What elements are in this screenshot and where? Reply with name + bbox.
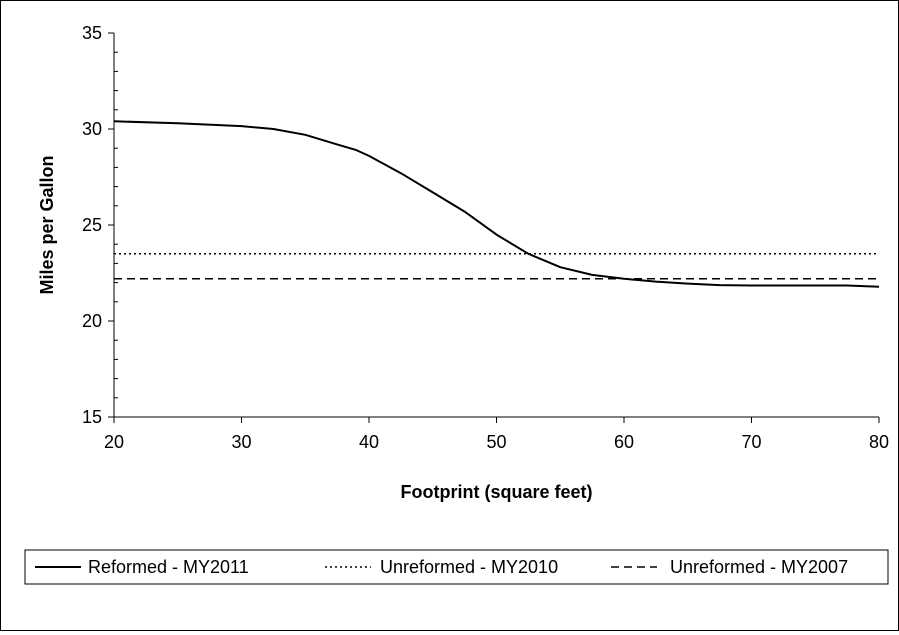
x-tick-label: 60 <box>614 432 634 452</box>
series-layer <box>113 120 880 288</box>
y-tick-label: 35 <box>82 23 102 43</box>
x-tick-label: 40 <box>359 432 379 452</box>
y-tick-label: 20 <box>82 311 102 331</box>
y-tick-label: 30 <box>82 119 102 139</box>
x-tick-label: 20 <box>104 432 124 452</box>
legend-label-2: Unreformed - MY2007 <box>670 557 848 577</box>
x-axis-title: Footprint (square feet) <box>401 482 593 502</box>
x-tick-label: 80 <box>869 432 889 452</box>
legend-label-1: Unreformed - MY2010 <box>380 557 558 577</box>
series-line-0 <box>113 120 880 288</box>
legend: Reformed - MY2011 Unreformed - MY2010 Unre… <box>24 549 889 585</box>
y-tick-label: 25 <box>82 215 102 235</box>
legend-box <box>24 549 889 585</box>
x-tick-label: 70 <box>741 432 761 452</box>
x-tick-label: 50 <box>486 432 506 452</box>
y-axis-title: Miles per Gallon <box>37 155 57 294</box>
y-tick-label: 15 <box>82 407 102 427</box>
legend-label-0: Reformed - MY2011 <box>88 557 249 577</box>
x-tick-label: 30 <box>231 432 251 452</box>
